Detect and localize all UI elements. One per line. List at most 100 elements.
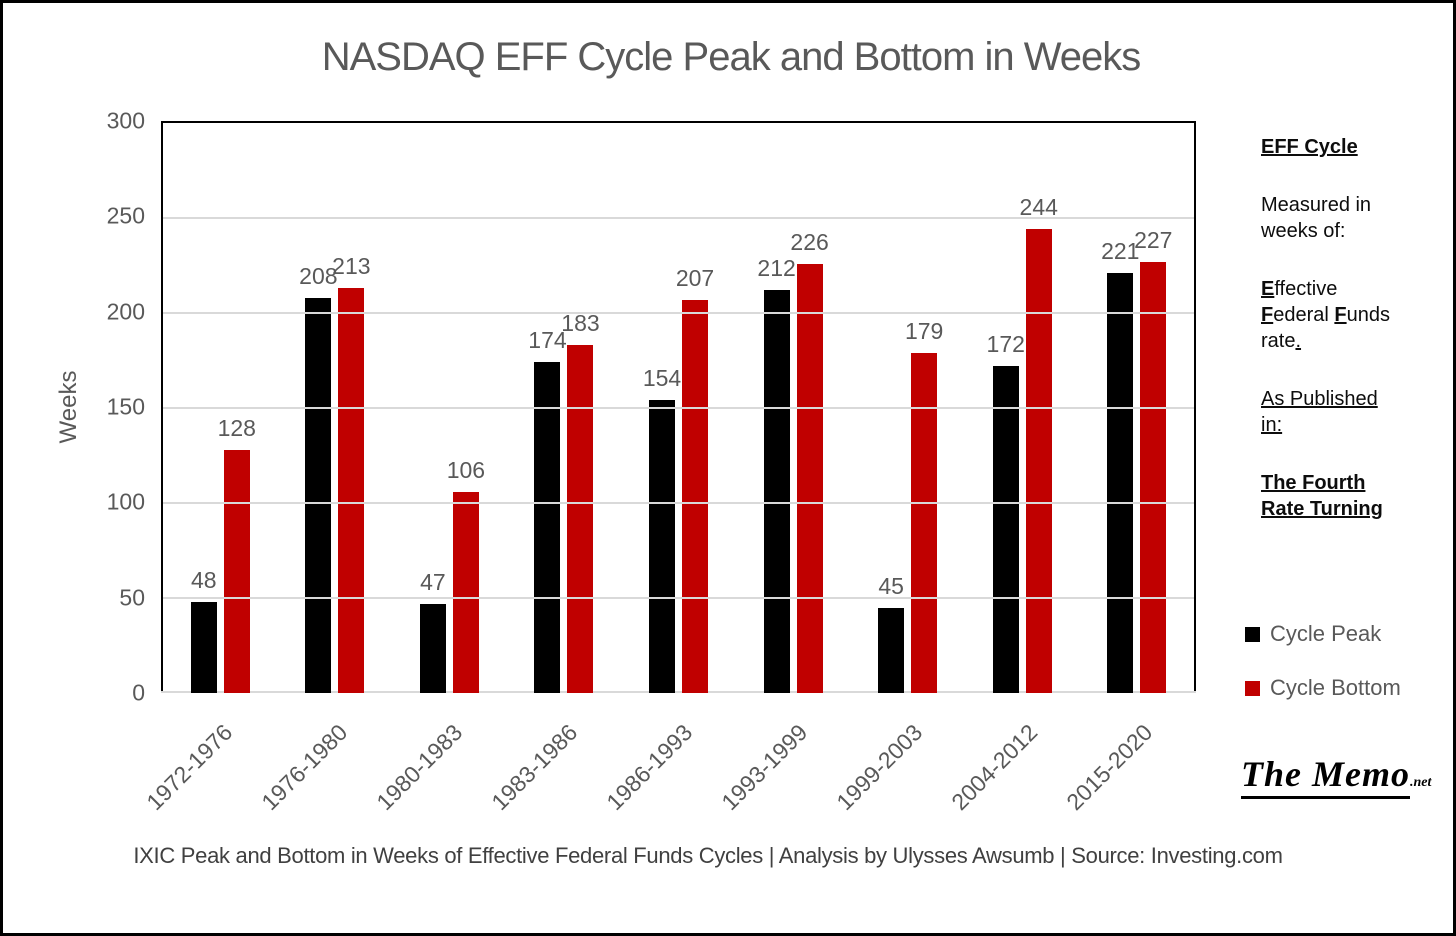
bar-value-label: 154 xyxy=(642,365,682,392)
legend-peak-label: Cycle Peak xyxy=(1270,621,1382,646)
gridline xyxy=(163,502,1194,504)
y-tick-label: 0 xyxy=(132,679,145,706)
bar-value-label: 172 xyxy=(986,331,1025,358)
x-tick: 1983-1986 xyxy=(486,719,621,829)
rate-period: . xyxy=(1295,330,1302,352)
panel-federal-funds-line: Federal Funds xyxy=(1261,302,1413,328)
bar-group: 45 xyxy=(878,123,905,693)
gridline xyxy=(163,407,1194,409)
memo-logo-suffix: .net xyxy=(1409,775,1432,790)
bar-value-label: 227 xyxy=(1134,226,1173,253)
peak-bar xyxy=(419,603,446,693)
bottom-bar xyxy=(911,352,938,693)
federal-initial: F xyxy=(1261,304,1274,326)
panel-book-line1: The Fourth xyxy=(1261,472,1366,494)
legend-bottom-label: Cycle Bottom xyxy=(1270,675,1401,700)
bar-value-label: 226 xyxy=(790,228,829,255)
bar-value-label: 213 xyxy=(332,253,371,280)
y-tick-label: 300 xyxy=(106,107,145,134)
source-caption-line1: IXIC Peak and Bottom in Weeks of Effecti… xyxy=(133,843,1145,868)
x-tick: 1972-1976 xyxy=(141,719,276,829)
bar-value-label: 45 xyxy=(878,572,904,599)
bar-value-label: 47 xyxy=(420,568,446,595)
gridline xyxy=(163,217,1194,219)
bar-value-label: 48 xyxy=(190,566,217,593)
bottom-bar xyxy=(1025,229,1052,693)
panel-effective-line: Effective xyxy=(1261,276,1413,302)
bar-group: 128 xyxy=(218,123,256,693)
panel-published-line2: in: xyxy=(1261,414,1283,436)
bottom-bar xyxy=(223,449,250,693)
bar-value-label: 179 xyxy=(904,317,944,344)
panel-measured-line2: weeks of: xyxy=(1261,220,1346,242)
bottom-bar xyxy=(796,263,823,693)
bar-group: 227 xyxy=(1134,123,1172,693)
category-slot: 174 183 xyxy=(507,123,622,693)
peak-bar xyxy=(190,601,217,693)
gridline xyxy=(163,312,1194,314)
bar-group: 172 xyxy=(987,123,1025,693)
peak-bar xyxy=(534,362,561,693)
y-axis-labels: 0 50 100 150 200 250 300 xyxy=(3,108,145,706)
category-slot: 221 227 xyxy=(1080,123,1195,693)
y-tick-label: 250 xyxy=(106,202,145,229)
x-tick: 2004-2012 xyxy=(946,719,1081,829)
effective-rest: ffective xyxy=(1274,278,1338,300)
peak-swatch xyxy=(1245,626,1260,642)
panel-eff-funds: Effective Federal Funds rate. xyxy=(1261,276,1413,354)
bars-layer: 48 128 208 213 47 106 174 183 154 207 212 226 45 179 1… xyxy=(163,123,1194,693)
bottom-swatch xyxy=(1245,680,1260,696)
category-slot: 45 179 xyxy=(850,123,965,693)
bar-group: 106 xyxy=(447,123,485,693)
bar-value-label: 183 xyxy=(561,310,600,337)
panel-heading-text: EFF Cycle xyxy=(1261,136,1358,158)
category-slot: 48 128 xyxy=(163,123,278,693)
bar-group: 183 xyxy=(561,123,600,693)
peak-bar xyxy=(1107,273,1134,693)
x-tick: 1980-1983 xyxy=(371,719,506,829)
category-slot: 172 244 xyxy=(965,123,1080,693)
source-caption: IXIC Peak and Bottom in Weeks of Effecti… xyxy=(133,841,1283,871)
peak-bar xyxy=(763,290,790,693)
panel-book-line2: Rate Turning xyxy=(1261,498,1383,520)
panel-published: As Published in: xyxy=(1261,386,1413,438)
panel-measured: Measured in weeks of: xyxy=(1261,192,1413,244)
panel-heading: EFF Cycle xyxy=(1261,134,1413,160)
x-tick: 1999-2003 xyxy=(831,719,966,829)
peak-bar xyxy=(878,607,905,693)
y-tick-label: 50 xyxy=(119,584,145,611)
federal-rest: ederal xyxy=(1273,304,1335,326)
category-slot: 47 106 xyxy=(392,123,507,693)
x-tick: 1993-1999 xyxy=(716,719,851,829)
bottom-bar xyxy=(682,299,709,693)
x-tick: 1976-1980 xyxy=(256,719,391,829)
panel-published-line1: As Published xyxy=(1261,388,1378,410)
plot-area: 48 128 208 213 47 106 174 183 154 207 212 226 45 179 1… xyxy=(161,121,1196,693)
legend-item-cycle-peak: Cycle Peak xyxy=(1245,621,1401,647)
bottom-bar xyxy=(567,345,594,693)
memo-logo-text: The Memo xyxy=(1241,754,1410,799)
gridline xyxy=(163,597,1194,599)
memo-logo: The Memo.net xyxy=(1241,753,1432,799)
bar-group: 154 xyxy=(643,123,681,693)
panel-measured-line1: Measured in xyxy=(1261,194,1372,216)
bar-value-label: 212 xyxy=(757,255,796,282)
bar-group: 179 xyxy=(905,123,943,693)
panel-rate-line: rate. xyxy=(1261,328,1413,354)
bar-value-label: 128 xyxy=(217,414,256,441)
rate-text: rate xyxy=(1261,330,1296,352)
category-slot: 154 207 xyxy=(621,123,736,693)
source-caption-line2: Investing.com xyxy=(1150,843,1283,868)
x-tick-label: 1972-1976 xyxy=(140,719,237,816)
legend-item-cycle-bottom: Cycle Bottom xyxy=(1245,675,1401,701)
bar-group: 213 xyxy=(332,123,371,693)
bar-group: 221 xyxy=(1101,123,1139,693)
bar-value-label: 174 xyxy=(528,327,567,354)
x-tick: 2015-2020 xyxy=(1061,719,1196,829)
bar-value-label: 207 xyxy=(675,264,715,291)
bar-group: 207 xyxy=(676,123,714,693)
bar-group: 208 xyxy=(299,123,338,693)
bar-group: 174 xyxy=(528,123,567,693)
category-slot: 208 213 xyxy=(278,123,393,693)
funds-rest: unds xyxy=(1346,304,1390,326)
